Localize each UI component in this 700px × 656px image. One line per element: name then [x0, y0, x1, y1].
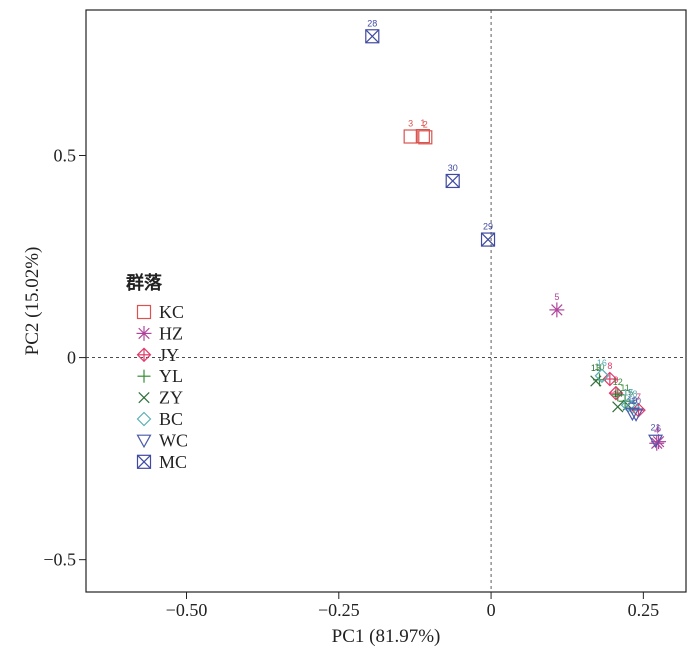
reference-lines	[86, 10, 686, 592]
data-point-zy: 14	[612, 389, 624, 413]
legend-label: BC	[159, 409, 183, 429]
y-axis-title: PC2 (15.02%)	[22, 247, 43, 356]
point-label: 28	[367, 18, 377, 28]
point-label: 13	[591, 363, 601, 373]
legend-item-jy: JY	[136, 345, 179, 365]
legend-marker	[137, 369, 151, 383]
point-label: 14	[613, 389, 623, 399]
data-point-mc: 30	[445, 163, 460, 189]
point-label: 5	[554, 292, 559, 302]
legend-label: KC	[159, 302, 184, 322]
data-point-yl: 12	[611, 377, 625, 402]
legend-label: ZY	[159, 388, 183, 408]
legend-label: YL	[159, 366, 183, 386]
x-axis-title: PC1 (81.97%)	[332, 626, 441, 647]
point-label: 6	[656, 424, 661, 434]
point-label: 17	[623, 387, 633, 397]
point-label: 10	[594, 362, 604, 372]
legend-marker	[136, 434, 152, 449]
y-tick-label: 0.5	[54, 146, 77, 166]
x-tick-label: −0.50	[166, 600, 208, 620]
point-label: 29	[483, 222, 493, 232]
point-label: 20	[631, 396, 641, 406]
data-point-mc: 28	[365, 18, 380, 44]
point-label: 11	[620, 383, 629, 393]
point-label: 19	[627, 395, 637, 405]
legend-item-hz: HZ	[136, 323, 183, 343]
legend-item-mc: MC	[136, 452, 187, 472]
point-label: 9	[613, 375, 618, 385]
data-point-mc: 29	[480, 222, 496, 247]
point-label: 7	[636, 392, 641, 402]
data-point-jy: 9	[608, 375, 624, 401]
point-label: 4	[654, 425, 659, 435]
x-tick-label: 0	[487, 600, 496, 620]
x-axis: −0.50 −0.25 0 0.25	[166, 592, 659, 620]
legend-item-zy: ZY	[138, 388, 183, 408]
point-label: 16	[597, 358, 607, 368]
point-label: 21	[651, 422, 661, 432]
data-point-wc: 20	[628, 396, 644, 422]
legend-item-wc: WC	[136, 430, 188, 450]
point-label: 30	[448, 163, 458, 173]
legend-label: JY	[159, 345, 179, 365]
point-label: 15	[623, 387, 633, 397]
legend-label: HZ	[159, 323, 183, 343]
legend-marker	[136, 304, 152, 320]
data-point-bc: 16	[594, 358, 610, 384]
x-tick-label: −0.25	[318, 600, 360, 620]
y-tick-label: −0.5	[43, 550, 76, 570]
plot-frame	[85, 9, 687, 593]
y-tick-label: 0	[67, 348, 76, 368]
point-label: 8	[607, 361, 612, 371]
y-axis: −0.5 0 0.5	[43, 146, 86, 570]
legend-title: 群落	[126, 272, 163, 294]
data-point-kc: 2	[418, 119, 433, 145]
legend-item-yl: YL	[137, 366, 183, 386]
legend-marker	[136, 325, 152, 341]
legend-label: MC	[159, 452, 187, 472]
point-label: 1	[420, 118, 425, 128]
legend-item-bc: BC	[136, 409, 183, 429]
legend-label: WC	[159, 430, 188, 450]
legend-item-kc: KC	[136, 302, 184, 322]
point-label: 12	[613, 377, 623, 387]
point-label: 2	[423, 119, 428, 129]
data-point-wc: 19	[624, 395, 640, 422]
data-point-hz: 5	[549, 292, 565, 318]
point-label: 18	[627, 389, 637, 399]
point-label: 3	[408, 119, 413, 129]
data-point-zy: 13	[590, 363, 602, 387]
legend-marker	[136, 411, 152, 427]
data-point-kc: 3	[403, 119, 418, 144]
data-point-kc: 1	[415, 118, 430, 144]
legend-marker	[136, 454, 152, 469]
legend-marker	[136, 347, 152, 363]
x-tick-label: 0.25	[628, 600, 660, 620]
data-point-wc: 21	[648, 422, 664, 449]
legend-marker	[138, 391, 150, 404]
